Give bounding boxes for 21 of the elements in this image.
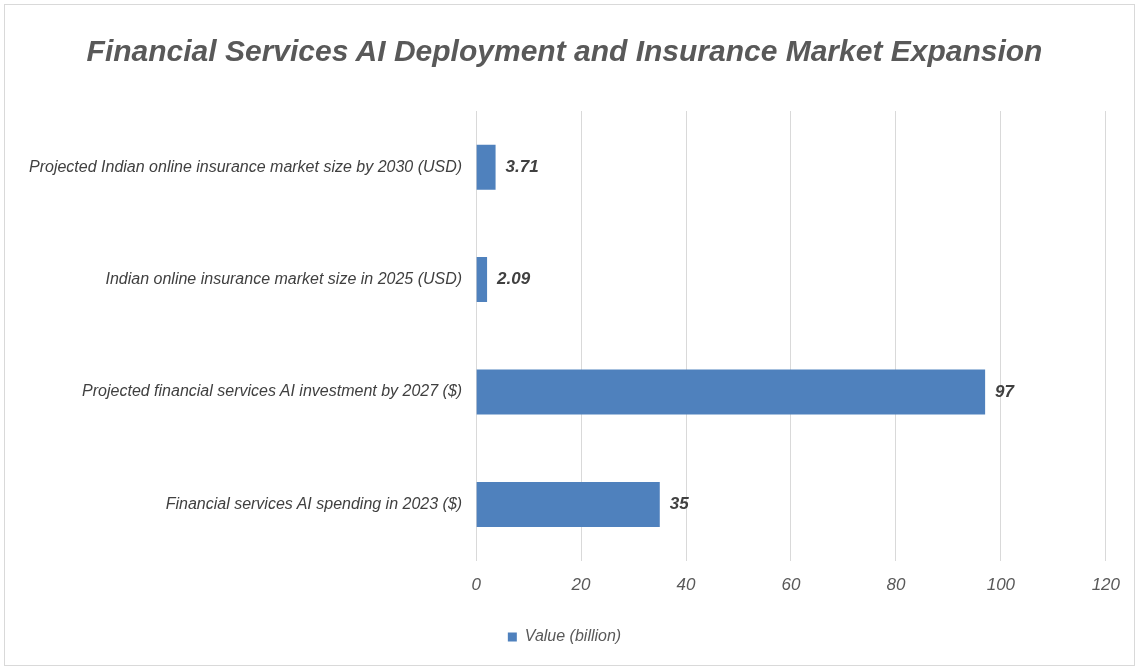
bar <box>476 481 660 527</box>
data-label: 2.09 <box>496 269 531 289</box>
bar <box>476 257 488 303</box>
y-tick-label: Indian online insurance market size in 2025 (USD) <box>105 270 463 288</box>
x-tick-label: 100 <box>986 574 1016 594</box>
bar <box>476 369 986 415</box>
x-tick-label: 20 <box>570 574 592 594</box>
x-tick-label: 60 <box>781 574 801 594</box>
legend-label: Value (billion) <box>524 627 622 645</box>
x-tick-label: 80 <box>886 574 906 594</box>
y-tick-label: Projected Indian online insurance market size by 2030 (USD) <box>29 157 463 175</box>
x-tick-label: 0 <box>471 574 482 594</box>
y-tick-label: Projected financial services AI investment by 2027 ($) <box>82 382 463 400</box>
chart-title: Financial Services AI Deployment and Insurance Market Expansion <box>86 34 1043 68</box>
data-label: 35 <box>669 494 690 514</box>
data-label: 97 <box>995 381 1016 401</box>
x-tick-label: 120 <box>1091 574 1121 594</box>
bar <box>476 144 496 190</box>
x-tick-label: 40 <box>676 574 697 594</box>
data-label: 3.71 <box>505 156 539 176</box>
y-tick-label: Financial services AI spending in 2023 ($) <box>165 494 463 512</box>
